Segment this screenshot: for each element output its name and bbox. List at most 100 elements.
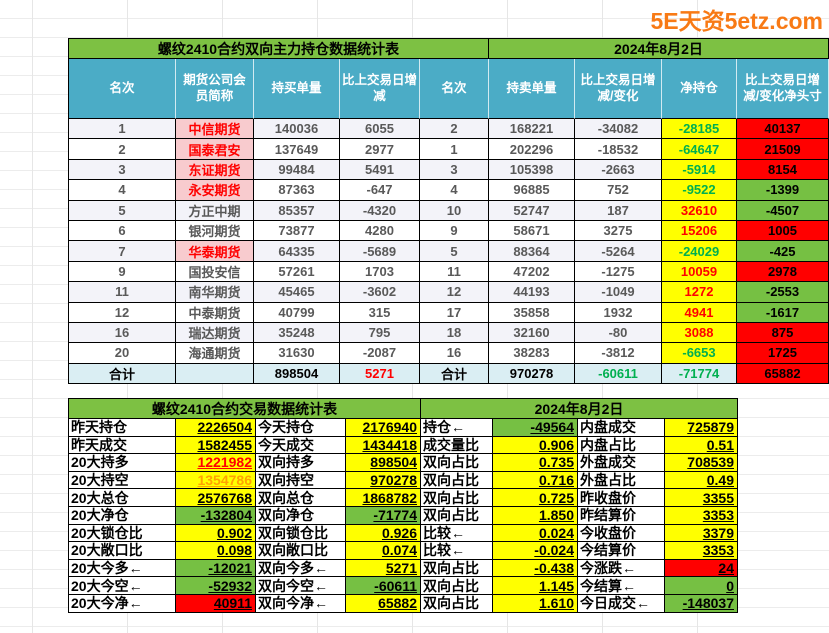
metric-value-cell: 3355 <box>665 489 738 507</box>
metric-value-cell: 0.906 <box>493 436 578 455</box>
metric-label-cell: 今天持仓 <box>256 419 346 437</box>
company-cell: 国泰君安 <box>176 139 254 160</box>
total-buy-change-cell: 5271 <box>340 363 420 385</box>
net-head-change-cell: 875 <box>737 322 829 344</box>
metric-value-cell: 65882 <box>346 594 421 613</box>
metric-label-cell: 20大总仓 <box>69 489 176 507</box>
sell-rank-cell: 16 <box>420 343 489 364</box>
sell-change-cell: -2663 <box>575 159 662 181</box>
metric-value-cell: 725879 <box>665 419 738 437</box>
sell-volume-cell: 168221 <box>489 119 575 140</box>
column-header: 比上交易日增减 <box>340 59 420 119</box>
metric-label-cell: 今结算价 <box>578 542 665 560</box>
metric-value-cell: 1.145 <box>493 577 578 595</box>
metric-value-cell: -60611 <box>346 577 421 595</box>
metric-value-cell: -52932 <box>176 577 256 595</box>
rank-cell: 6 <box>69 220 176 242</box>
metric-label-cell: 双向总仓 <box>256 489 346 507</box>
sell-rank-cell: 18 <box>420 322 489 344</box>
metric-label-cell: 今日成交← <box>578 594 665 613</box>
rank-cell: 11 <box>69 282 176 303</box>
position-table-title: 螺纹2410合约双向主力持仓数据统计表 <box>69 39 489 59</box>
metric-label-cell: 今结算← <box>578 577 665 595</box>
metric-value-cell: 708539 <box>665 454 738 472</box>
metric-value-cell: -49564 <box>493 419 578 437</box>
net-head-change-cell: 1725 <box>737 343 829 364</box>
metric-label-cell: 双向持空 <box>256 471 346 490</box>
company-cell: 南华期货 <box>176 282 254 303</box>
metric-value-cell: 1221982 <box>176 454 256 472</box>
metric-label-cell: 双向敞口比 <box>256 542 346 560</box>
net-position-cell: 1272 <box>662 282 737 303</box>
rank-cell: 4 <box>69 180 176 201</box>
net-position-cell: 32610 <box>662 200 737 221</box>
metric-value-cell: 0.716 <box>493 471 578 490</box>
column-header: 名次 <box>420 59 489 119</box>
sell-rank-cell: 17 <box>420 302 489 323</box>
metric-value-cell: 0.725 <box>493 489 578 507</box>
trade-table-title-row: 螺纹2410合约交易数据统计表 2024年8月2日 <box>69 399 738 419</box>
rank-cell: 3 <box>69 159 176 181</box>
metric-label-cell: 20大持多 <box>69 454 176 472</box>
net-position-cell: -9522 <box>662 180 737 201</box>
company-cell: 国投安信 <box>176 261 254 283</box>
metric-label-cell: 双向持多 <box>256 454 346 472</box>
net-position-cell: 4941 <box>662 302 737 323</box>
sell-volume-cell: 96885 <box>489 180 575 201</box>
rank-cell: 2 <box>69 139 176 160</box>
company-cell: 银河期货 <box>176 220 254 242</box>
sell-volume-cell: 35858 <box>489 302 575 323</box>
metric-label-cell: 双向今净← <box>256 594 346 613</box>
buy-change-cell: -3602 <box>340 282 420 303</box>
buy-change-cell: 6055 <box>340 119 420 140</box>
net-head-change-cell: -1399 <box>737 180 829 201</box>
metric-label-cell: 内盘占比 <box>578 436 665 455</box>
metric-value-cell: 970278 <box>346 471 421 490</box>
company-cell: 东证期货 <box>176 159 254 181</box>
metric-value-cell: 0.49 <box>665 471 738 490</box>
sell-rank-cell: 11 <box>420 261 489 283</box>
trade-table-date: 2024年8月2日 <box>421 399 738 419</box>
sell-change-cell: 1932 <box>575 302 662 323</box>
metric-label-cell: 20大今多← <box>69 559 176 578</box>
net-position-cell: 15206 <box>662 220 737 242</box>
net-position-cell: 3088 <box>662 322 737 344</box>
sell-volume-cell: 38283 <box>489 343 575 364</box>
sell-rank-cell: 2 <box>420 119 489 140</box>
metric-label-cell: 双向今空← <box>256 577 346 595</box>
buy-volume-cell: 31630 <box>254 343 340 364</box>
metric-label-cell: 昨天持仓 <box>69 419 176 437</box>
column-header: 期货公司会员简称 <box>176 59 254 119</box>
company-cell: 方正中期 <box>176 200 254 221</box>
metric-value-cell: 3379 <box>665 524 738 543</box>
metric-value-cell: 0.902 <box>176 524 256 543</box>
position-table-title-row: 螺纹2410合约双向主力持仓数据统计表 2024年8月2日 <box>69 39 829 59</box>
company-cell: 华泰期货 <box>176 241 254 262</box>
metric-label-cell: 外盘成交 <box>578 454 665 472</box>
buy-change-cell: 795 <box>340 322 420 344</box>
trade-table-body: 昨天持仓 2226504 今天持仓 2176940 持仓← -49564 内盘成交 72587… <box>69 419 738 613</box>
sell-rank-cell: 10 <box>420 200 489 221</box>
metric-value-cell: -0.024 <box>493 542 578 560</box>
column-header: 持买单量 <box>254 59 340 119</box>
metric-value-cell: 1354786 <box>176 471 256 490</box>
buy-change-cell: 2977 <box>340 139 420 160</box>
metric-label-cell: 20大持空 <box>69 471 176 490</box>
metric-value-cell: 898504 <box>346 454 421 472</box>
metric-value-cell: 0.735 <box>493 454 578 472</box>
sell-rank-cell: 3 <box>420 159 489 181</box>
sell-volume-cell: 44193 <box>489 282 575 303</box>
net-head-change-cell: 40137 <box>737 119 829 140</box>
buy-change-cell: -4320 <box>340 200 420 221</box>
metric-label-cell: 双向今多← <box>256 559 346 578</box>
company-cell: 永安期货 <box>176 180 254 201</box>
metric-label-cell: 内盘成交 <box>578 419 665 437</box>
metric-value-cell: 24 <box>665 559 738 578</box>
buy-volume-cell: 40799 <box>254 302 340 323</box>
rank-cell: 12 <box>69 302 176 323</box>
metric-value-cell: -71774 <box>346 506 421 525</box>
metric-label-cell: 双向锁仓比 <box>256 524 346 543</box>
metric-value-cell: 3353 <box>665 506 738 525</box>
site-logo[interactable]: 5E天资5etz.com <box>650 8 823 34</box>
